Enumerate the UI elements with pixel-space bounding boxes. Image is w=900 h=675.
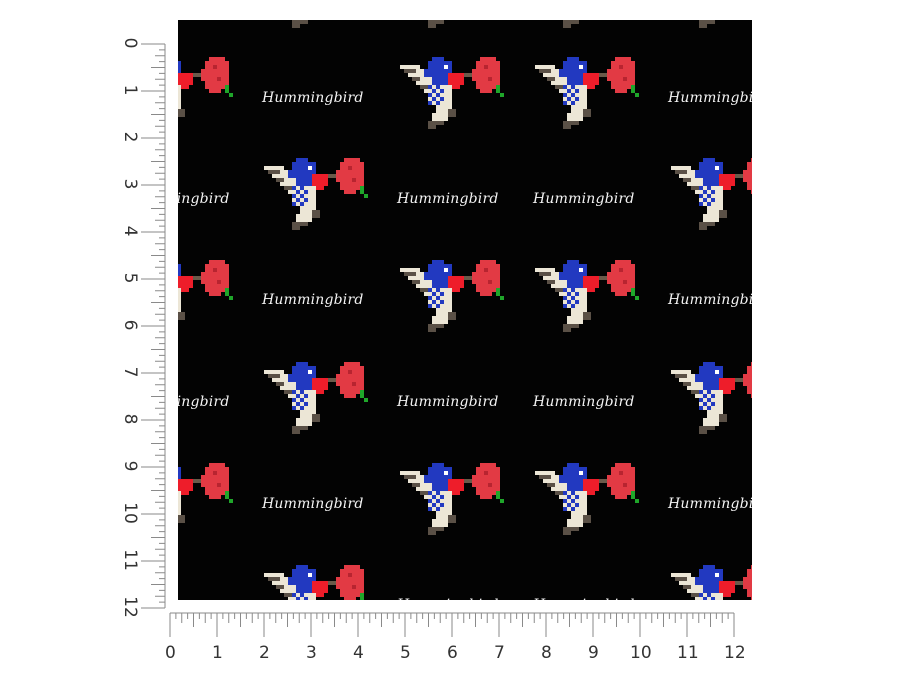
pixel-hummingbird-icon bbox=[264, 565, 364, 600]
hummingbird-pattern-swatch: Hummingbird Hummingbird Hummingbird Humming… bbox=[178, 20, 752, 600]
pattern-word: Hummingbird bbox=[262, 292, 364, 308]
pixel-hummingbird-icon bbox=[671, 158, 752, 230]
pixel-hummingbird-icon bbox=[292, 20, 308, 28]
horizontal-ruler-label: 10 bbox=[630, 643, 652, 663]
pattern-word: Hummingbird bbox=[668, 90, 752, 106]
vertical-ruler-label: 4 bbox=[120, 225, 140, 237]
pixel-hummingbird-icon bbox=[400, 57, 504, 129]
pixel-hummingbird-icon bbox=[400, 260, 504, 332]
pattern-word: Hummingbird bbox=[533, 394, 635, 410]
pattern-word: Hummingbird bbox=[533, 597, 635, 600]
vertical-ruler-label: 2 bbox=[120, 131, 140, 143]
vertical-ruler-label: 6 bbox=[120, 319, 140, 331]
pattern-word: Hummingbird bbox=[668, 496, 752, 512]
horizontal-ruler-label: 3 bbox=[306, 643, 317, 663]
pattern-word: Hummingbird bbox=[262, 496, 364, 512]
pattern-word: Hummingbird bbox=[262, 90, 364, 106]
vertical-ruler-label: 9 bbox=[120, 460, 140, 472]
pixel-hummingbird-icon bbox=[535, 57, 639, 129]
pixel-hummingbird-icon bbox=[178, 260, 233, 320]
pixel-hummingbird-icon bbox=[264, 362, 368, 434]
pattern-word: Hummingbird bbox=[533, 191, 635, 207]
horizontal-ruler-label: 11 bbox=[677, 643, 699, 663]
horizontal-ruler-label: 8 bbox=[541, 643, 552, 663]
horizontal-ruler-label: 6 bbox=[447, 643, 458, 663]
pixel-hummingbird-icon bbox=[264, 158, 368, 230]
vertical-ruler-label: 8 bbox=[120, 413, 140, 425]
horizontal-ruler-label: 2 bbox=[259, 643, 270, 663]
pixel-hummingbird-icon bbox=[178, 57, 233, 117]
pattern-word: Hummingbird bbox=[178, 394, 230, 410]
vertical-ruler-label: 10 bbox=[120, 502, 140, 524]
horizontal-ruler-label: 0 bbox=[165, 643, 176, 663]
pixel-hummingbird-icon bbox=[563, 20, 579, 28]
pixel-hummingbird-icon bbox=[178, 463, 233, 523]
vertical-ruler-label: 11 bbox=[120, 549, 140, 571]
horizontal-ruler-label: 7 bbox=[494, 643, 505, 663]
pattern-word: Hummingbird bbox=[397, 394, 499, 410]
vertical-ruler-label: 5 bbox=[120, 272, 140, 284]
vertical-ruler-label: 0 bbox=[120, 37, 140, 49]
pixel-hummingbird-icon bbox=[671, 362, 752, 434]
horizontal-ruler-label: 9 bbox=[588, 643, 599, 663]
horizontal-ruler-label: 5 bbox=[400, 643, 411, 663]
vertical-ruler-label: 1 bbox=[120, 84, 140, 96]
pixel-hummingbird-icon bbox=[428, 20, 444, 28]
pixel-hummingbird-icon bbox=[699, 20, 715, 28]
horizontal-ruler-label: 1 bbox=[212, 643, 223, 663]
horizontal-ruler-label: 12 bbox=[724, 643, 746, 663]
pattern-word: Hummingbird bbox=[397, 597, 499, 600]
pattern-word: Hummingbird bbox=[178, 191, 230, 207]
pixel-hummingbird-icon bbox=[535, 260, 639, 332]
pixel-hummingbird-icon bbox=[400, 463, 504, 535]
vertical-ruler-label: 3 bbox=[120, 178, 140, 190]
vertical-ruler-label: 12 bbox=[120, 596, 140, 618]
pixel-hummingbird-icon bbox=[671, 565, 752, 600]
vertical-ruler-label: 7 bbox=[120, 366, 140, 378]
pixel-hummingbird-icon bbox=[535, 463, 639, 535]
pattern-word: Hummingbird bbox=[668, 292, 752, 308]
pattern-word: Hummingbird bbox=[397, 191, 499, 207]
horizontal-ruler-label: 4 bbox=[353, 643, 364, 663]
